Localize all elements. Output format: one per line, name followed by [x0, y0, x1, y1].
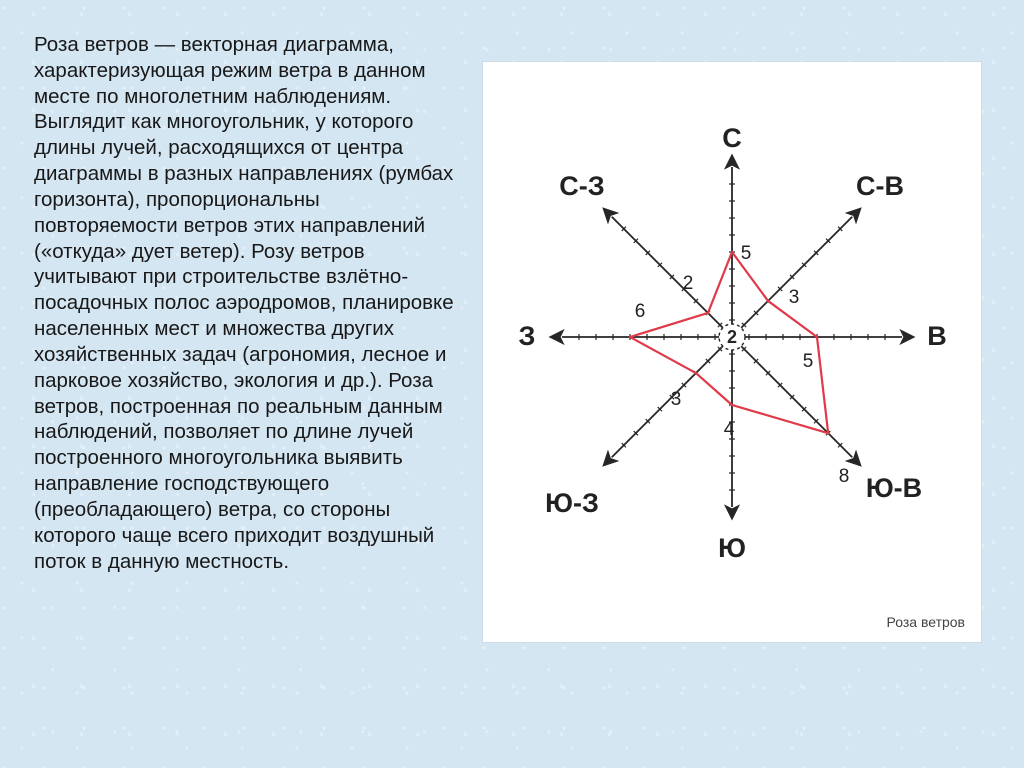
value-label-S: 4: [724, 419, 735, 440]
dir-label-E: В: [927, 321, 947, 351]
value-label-NE: 3: [789, 287, 800, 308]
value-label-E: 5: [803, 351, 814, 372]
wind-rose-svg: 2 С 5 С-В 3 В 5 Ю-В 8 Ю 4 Ю-З 3 З 6 С-З 2: [483, 62, 981, 642]
description-text: Роза ветров — векторная диаграмма, харак…: [34, 32, 464, 574]
dir-label-SE: Ю-В: [866, 473, 922, 503]
value-label-NW: 2: [683, 273, 694, 294]
dir-label-W: З: [519, 321, 536, 351]
dir-label-N: С: [722, 123, 742, 153]
dir-label-S: Ю: [718, 533, 746, 563]
diagram-caption: Роза ветров: [887, 614, 965, 630]
value-label-N: 5: [741, 243, 752, 264]
center-value: 2: [727, 327, 737, 347]
value-label-SW: 3: [671, 389, 682, 410]
diagram-area: 2 С 5 С-В 3 В 5 Ю-В 8 Ю 4 Ю-З 3 З 6 С-З 2 Роза ветров: [464, 32, 1000, 748]
wind-rose-diagram: 2 С 5 С-В 3 В 5 Ю-В 8 Ю 4 Ю-З 3 З 6 С-З 2 Роза ветров: [483, 62, 981, 642]
value-label-SE: 8: [839, 466, 850, 487]
dir-label-NW: С-З: [559, 171, 604, 201]
dir-label-SW: Ю-З: [545, 488, 599, 518]
value-label-W: 6: [635, 301, 646, 322]
dir-label-NE: С-В: [856, 171, 904, 201]
